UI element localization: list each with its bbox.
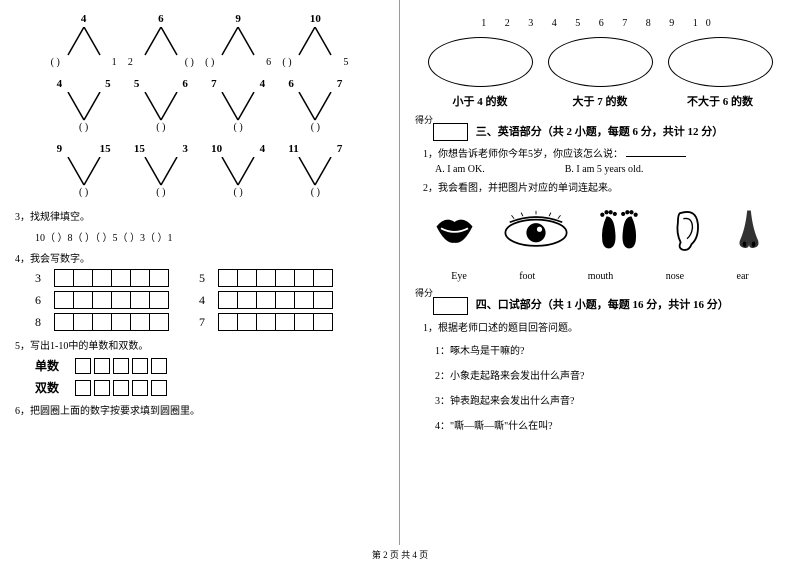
part-labels-row: Eye foot mouth nose ear bbox=[425, 271, 775, 282]
q6-text: 6，把圆圈上面的数字按要求填到圆圈里。 bbox=[15, 402, 384, 417]
section-3: 得分 三、英语部分（共 2 小题，每题 6 分，共计 12 分） 1，你想告诉老… bbox=[415, 123, 785, 282]
q4-text: 4，我会写数字。 bbox=[15, 250, 384, 265]
split-tree: 62( ) bbox=[126, 13, 196, 68]
odd-row: 单数 bbox=[35, 357, 364, 374]
split-tree: 10( )5 bbox=[280, 13, 350, 68]
oval-3 bbox=[668, 37, 773, 87]
split-row-1: 4( )162( )9( )610( )5 bbox=[45, 13, 354, 68]
nose-icon bbox=[730, 206, 768, 259]
body-parts-row bbox=[420, 206, 780, 259]
blank-line bbox=[626, 147, 686, 157]
left-column: 4( )162( )9( )610( )5 45( )56( )74( )67(… bbox=[0, 0, 400, 545]
merge-tree: 104( ) bbox=[203, 143, 273, 198]
even-label: 双数 bbox=[35, 379, 75, 396]
score-box-3 bbox=[433, 123, 468, 141]
oval-1 bbox=[428, 37, 533, 87]
sec3-q1: 1，你想告诉老师你今年5岁，你应该怎么说： bbox=[423, 145, 785, 160]
merge-tree: 74( ) bbox=[203, 78, 273, 133]
section-4: 得分 四、口试部分（共 1 小题，每题 16 分，共计 16 分） 1，根据老师… bbox=[415, 296, 785, 431]
write-row: 87 bbox=[35, 313, 364, 331]
oval-label-1: 小于 4 的数 bbox=[428, 93, 533, 109]
merge-tree: 117( ) bbox=[280, 143, 350, 198]
q3-text: 3，找规律填空。 bbox=[15, 208, 384, 223]
oval-group-2: 大于 7 的数 bbox=[548, 37, 653, 109]
merge-row-1: 45( )56( )74( )67( ) bbox=[45, 78, 354, 133]
sec3-options: A. I am OK. B. I am 5 years old. bbox=[435, 164, 785, 175]
score-box-4 bbox=[433, 297, 468, 315]
oval-2 bbox=[548, 37, 653, 87]
q3-pattern: 10（ ）8（ ）（ ）5（ ）3（ ）1 bbox=[35, 229, 384, 244]
odd-box bbox=[75, 358, 91, 374]
score-label-3: 得分 bbox=[415, 115, 433, 125]
merge-tree: 56( ) bbox=[126, 78, 196, 133]
oval-label-3: 不大于 6 的数 bbox=[668, 93, 773, 109]
sec4-sub4: 4："嘶—嘶—嘶"什么在叫? bbox=[435, 417, 785, 432]
mouth-icon bbox=[432, 206, 477, 259]
write-row: 35 bbox=[35, 269, 364, 287]
merge-tree: 67( ) bbox=[280, 78, 350, 133]
page-footer: 第 2 页 共 4 页 bbox=[0, 548, 800, 561]
odd-label: 单数 bbox=[35, 357, 75, 374]
even-box bbox=[75, 380, 91, 396]
merge-tree: 915( ) bbox=[49, 143, 119, 198]
label-mouth: mouth bbox=[588, 271, 614, 282]
label-eye: Eye bbox=[451, 271, 467, 282]
q5-text: 5，写出1-10中的单数和双数。 bbox=[15, 337, 384, 352]
right-column: 1 2 3 4 5 6 7 8 9 10 小于 4 的数 大于 7 的数 不大于… bbox=[400, 0, 800, 545]
sec4-q1: 1，根据老师口述的题目回答问题。 bbox=[423, 319, 785, 334]
label-foot: foot bbox=[519, 271, 535, 282]
sec3-title: 三、英语部分（共 2 小题，每题 6 分，共计 12 分） bbox=[476, 126, 724, 138]
merge-tree: 153( ) bbox=[126, 143, 196, 198]
oval-group-3: 不大于 6 的数 bbox=[668, 37, 773, 109]
even-row: 双数 bbox=[35, 379, 364, 396]
sec4-sub1: 1：啄木鸟是干嘛的? bbox=[435, 342, 785, 357]
oval-group-1: 小于 4 的数 bbox=[428, 37, 533, 109]
ear-icon bbox=[668, 206, 706, 259]
ovals-row: 小于 4 的数 大于 7 的数 不大于 6 的数 bbox=[420, 37, 780, 109]
oval-label-2: 大于 7 的数 bbox=[548, 93, 653, 109]
label-ear: ear bbox=[737, 271, 749, 282]
write-rows: 35 64 87 bbox=[15, 269, 384, 331]
sec4-sub3: 3：钟表跑起来会发出什么声音? bbox=[435, 392, 785, 407]
number-sequence: 1 2 3 4 5 6 7 8 9 10 bbox=[415, 18, 785, 29]
label-nose: nose bbox=[666, 271, 684, 282]
opt-b: B. I am 5 years old. bbox=[565, 164, 644, 175]
write-row: 64 bbox=[35, 291, 364, 309]
opt-a: A. I am OK. bbox=[435, 164, 485, 175]
split-tree: 9( )6 bbox=[203, 13, 273, 68]
merge-row-2: 915( )153( )104( )117( ) bbox=[45, 143, 354, 198]
foot-icon bbox=[594, 206, 644, 259]
sec4-sub2: 2：小象走起路来会发出什么声音? bbox=[435, 367, 785, 382]
sec3-q2: 2，我会看图，并把图片对应的单词连起来。 bbox=[423, 179, 785, 194]
sec4-title: 四、口试部分（共 1 小题，每题 16 分，共计 16 分） bbox=[476, 299, 729, 311]
merge-tree: 45( ) bbox=[49, 78, 119, 133]
split-tree: 4( )1 bbox=[49, 13, 119, 68]
score-label-4: 得分 bbox=[415, 288, 433, 298]
eye-icon bbox=[501, 206, 571, 259]
